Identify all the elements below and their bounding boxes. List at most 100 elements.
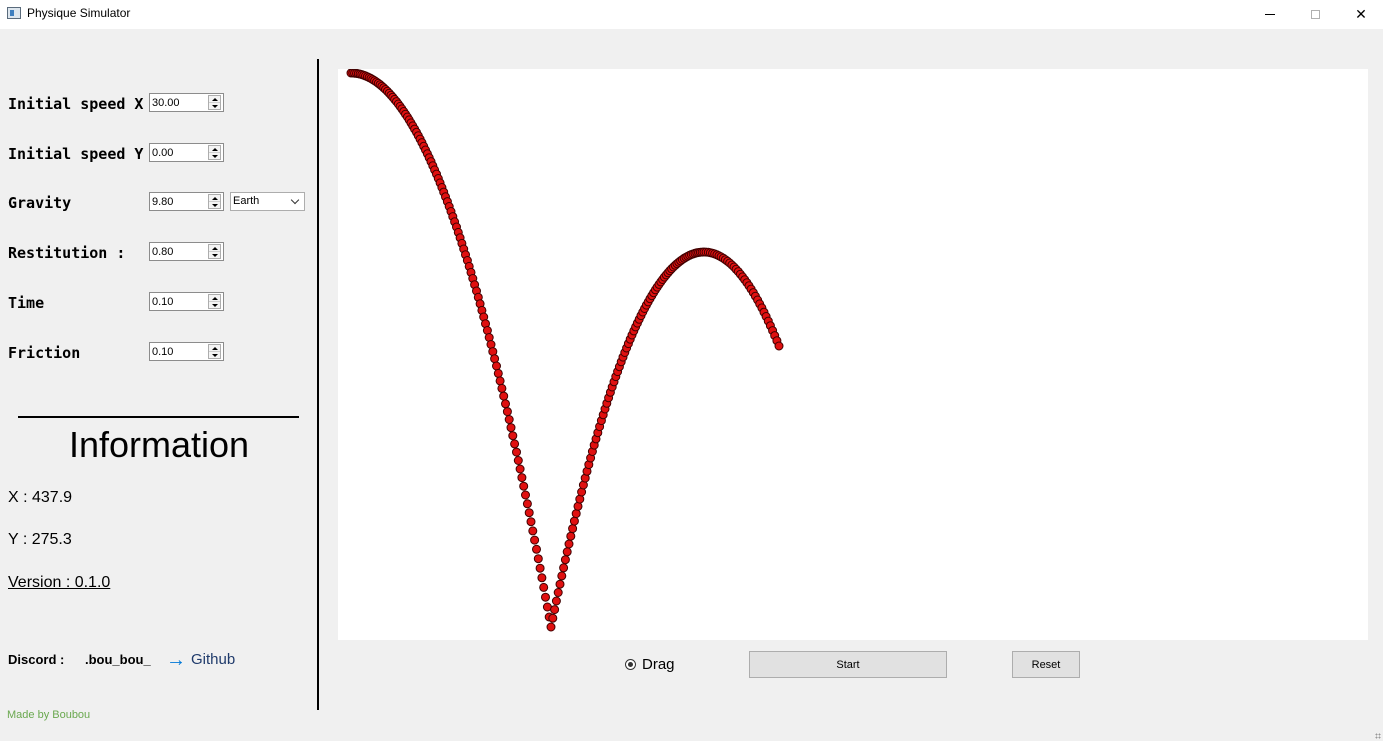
- ball-trail-dot: [517, 473, 527, 483]
- ball-trail-dot: [559, 563, 569, 573]
- ball-trail-dot: [506, 423, 516, 433]
- ball-trail-dot: [560, 555, 570, 565]
- y-readout: Y : 275.3: [8, 531, 72, 548]
- ball-trail-dot: [510, 439, 520, 449]
- chevron-down-icon[interactable]: [209, 351, 220, 358]
- ball-trail-dot: [528, 526, 538, 536]
- speed-y-input[interactable]: [151, 145, 208, 160]
- speed-x-stepper[interactable]: [208, 95, 221, 110]
- ball-trail-dot: [557, 571, 567, 581]
- gravity-input[interactable]: [151, 194, 208, 209]
- version-link[interactable]: Version : 0.1.0: [8, 574, 111, 591]
- minimize-icon: [1265, 14, 1275, 15]
- ball-trail-dot: [532, 544, 541, 554]
- title-bar: Physique Simulator ✕: [0, 0, 1383, 29]
- arrow-right-icon: →: [166, 648, 186, 671]
- chevron-up-icon[interactable]: [209, 146, 220, 152]
- window-title: Physique Simulator: [27, 6, 131, 20]
- maximize-button[interactable]: [1292, 0, 1338, 29]
- ball-trail-dot: [524, 508, 534, 518]
- speed-x-input[interactable]: [151, 95, 208, 110]
- ball-trail-dot: [564, 539, 574, 549]
- speed-y-stepper[interactable]: [208, 145, 221, 160]
- ball-trail-dot: [530, 535, 540, 545]
- reset-button[interactable]: Reset: [1012, 651, 1080, 678]
- section-divider: [18, 416, 299, 418]
- gravity-label: Gravity: [8, 194, 72, 212]
- chevron-up-icon[interactable]: [209, 96, 220, 102]
- ball-trail-dot: [519, 481, 529, 491]
- ball-trail-dot: [508, 431, 518, 441]
- drag-radio[interactable]: Drag: [625, 656, 675, 673]
- chevron-down-icon[interactable]: [209, 301, 220, 308]
- chevron-up-icon[interactable]: [209, 295, 220, 301]
- chevron-up-icon[interactable]: [209, 195, 220, 201]
- ball-trail-dot: [493, 368, 503, 378]
- maximize-icon: [1310, 10, 1320, 19]
- restitution-label: Restitution :: [8, 244, 126, 262]
- ball-trail-dot: [501, 399, 510, 409]
- ball-trail-dot: [550, 605, 560, 615]
- panel-divider: [317, 59, 319, 710]
- ball-trail-dot: [504, 415, 514, 424]
- chevron-down-icon[interactable]: [209, 102, 220, 109]
- ball-trail-dot: [533, 554, 543, 564]
- gravity-spinbox[interactable]: [149, 192, 224, 211]
- ball-trail-dot: [774, 341, 784, 351]
- trajectory-plot: [346, 68, 784, 632]
- restitution-input[interactable]: [151, 244, 208, 259]
- time-input[interactable]: [151, 294, 208, 309]
- ball-trail-dot: [502, 407, 512, 417]
- minimize-button[interactable]: [1247, 0, 1293, 29]
- start-button[interactable]: Start: [749, 651, 947, 678]
- speed-y-label: Initial speed Y: [8, 145, 144, 163]
- drag-label: Drag: [642, 656, 675, 673]
- friction-input[interactable]: [151, 344, 208, 359]
- time-spinbox[interactable]: [149, 292, 224, 311]
- radio-icon[interactable]: [625, 659, 636, 670]
- chevron-down-icon[interactable]: [209, 152, 220, 159]
- friction-label: Friction: [8, 344, 81, 362]
- app-icon: [7, 7, 21, 19]
- speed-x-label: Initial speed X: [8, 95, 144, 113]
- close-button[interactable]: ✕: [1338, 0, 1383, 29]
- ball-trail-dot: [515, 464, 525, 474]
- gravity-stepper[interactable]: [208, 194, 221, 209]
- friction-spinbox[interactable]: [149, 342, 224, 361]
- time-stepper[interactable]: [208, 294, 221, 309]
- simulation-canvas[interactable]: [338, 68, 1368, 640]
- chevron-down-icon[interactable]: [209, 201, 220, 208]
- speed-y-spinbox[interactable]: [149, 143, 224, 162]
- chevron-down-icon[interactable]: [209, 251, 220, 258]
- chevron-down-icon: [290, 195, 300, 205]
- ball-trail-dot: [490, 354, 500, 364]
- ball-trail-dot: [495, 376, 505, 386]
- ball-trail-dot: [562, 547, 572, 557]
- ball-trail-dot: [537, 573, 547, 583]
- close-icon: ✕: [1355, 6, 1367, 22]
- ball-trail-dot: [535, 563, 545, 573]
- github-link[interactable]: → Github: [166, 648, 236, 671]
- ball-trail-dot: [553, 588, 563, 597]
- chevron-up-icon[interactable]: [209, 245, 220, 251]
- github-label: Github: [191, 651, 236, 668]
- ball-trail-dot: [526, 517, 536, 527]
- restitution-stepper[interactable]: [208, 244, 221, 259]
- time-label: Time: [8, 294, 45, 312]
- ball-trail-dot: [522, 499, 532, 509]
- restitution-spinbox[interactable]: [149, 242, 224, 261]
- ball-trail-dot: [546, 622, 556, 632]
- information-heading: Information: [68, 424, 250, 465]
- ball-trail-dot: [541, 592, 550, 602]
- friction-stepper[interactable]: [208, 344, 221, 359]
- chevron-up-icon[interactable]: [209, 345, 220, 351]
- ball-trail-dot: [548, 613, 558, 623]
- resize-grip-icon[interactable]: [1375, 733, 1381, 739]
- made-by-label: Made by Boubou: [7, 709, 91, 721]
- gravity-preset-select[interactable]: Earth: [230, 192, 305, 211]
- ball-trail-dot: [568, 524, 578, 534]
- speed-x-spinbox[interactable]: [149, 93, 224, 112]
- ball-trail-dot: [513, 456, 523, 465]
- gravity-preset-value: Earth: [233, 195, 260, 207]
- ball-trail-dot: [551, 596, 561, 606]
